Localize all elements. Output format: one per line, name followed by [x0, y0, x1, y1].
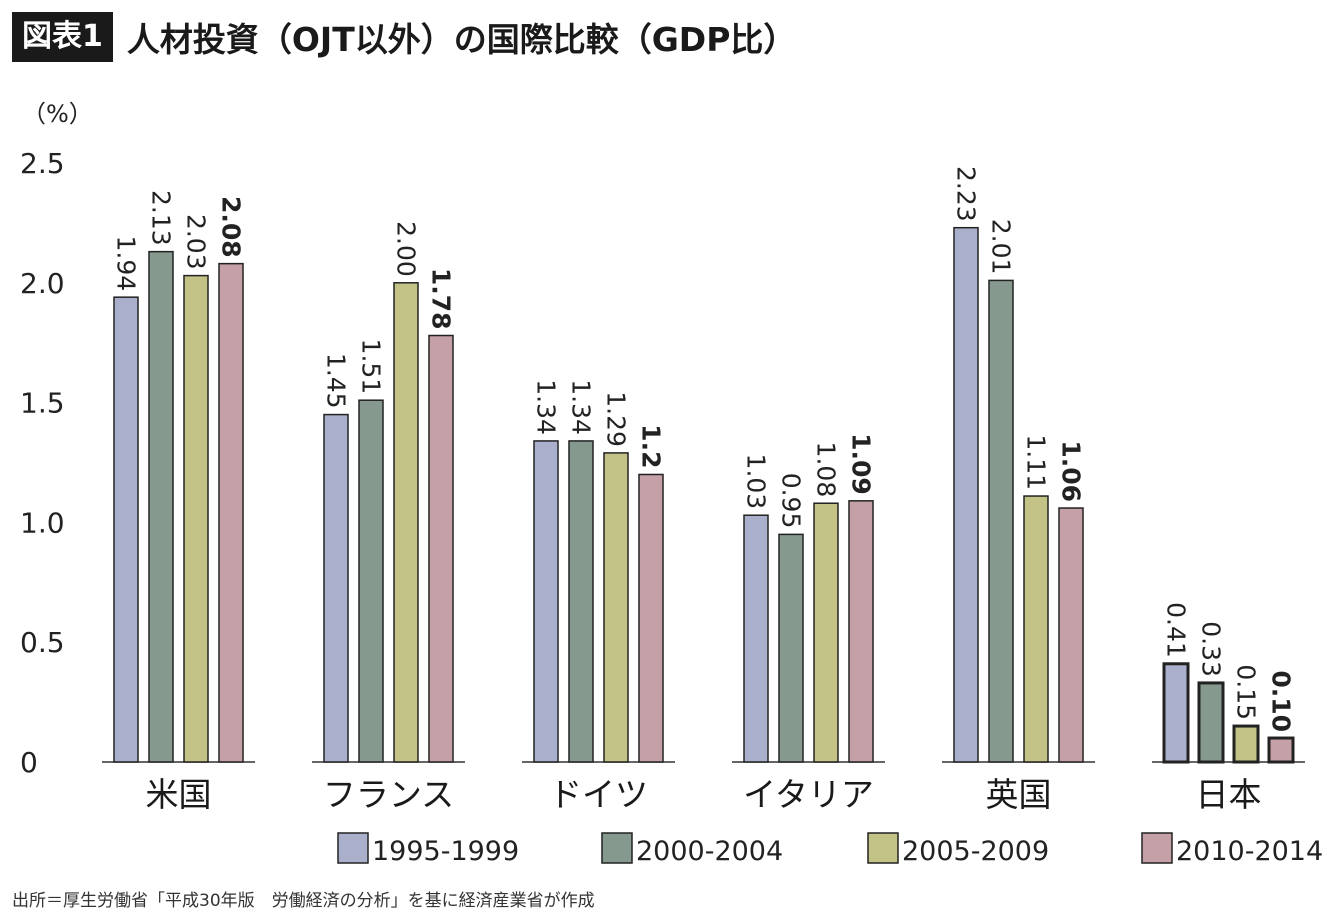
legend-label: 2000-2004	[636, 836, 783, 867]
bar	[323, 413, 349, 763]
bar	[1058, 507, 1084, 763]
bar	[603, 452, 629, 763]
category-label: ドイツ	[549, 775, 648, 814]
y-tick-label: 1.5	[20, 387, 65, 420]
data-label: 1.08	[812, 442, 841, 498]
data-label: 0.33	[1197, 621, 1226, 677]
bar	[638, 473, 664, 763]
chart-title: 人材投資（OJT以外）の国際比較（GDP比）	[126, 20, 797, 59]
category-label: 米国	[146, 775, 212, 814]
bar	[1197, 681, 1225, 764]
legend-swatch	[1141, 832, 1173, 864]
y-tick-label: 1.0	[20, 506, 65, 539]
bar	[988, 279, 1014, 763]
bar	[1232, 724, 1260, 764]
data-label: 1.29	[602, 391, 631, 447]
data-label: 0.41	[1162, 602, 1191, 658]
bar	[358, 399, 384, 763]
data-label: 1.06	[1057, 440, 1086, 502]
data-label: 1.34	[532, 379, 561, 435]
legend-swatch	[867, 832, 899, 864]
data-label: 2.01	[987, 219, 1016, 275]
bar	[778, 533, 804, 763]
data-label: 1.2	[637, 424, 666, 468]
legend-label: 1995-1999	[372, 836, 519, 867]
y-axis-unit-label: （%）	[22, 100, 93, 128]
figure-badge: 図表1	[12, 12, 113, 62]
bar	[568, 440, 594, 763]
y-tick-label: 0	[20, 746, 38, 779]
data-label: 1.45	[322, 353, 351, 409]
bar	[218, 262, 244, 763]
chart-header: 図表1 人材投資（OJT以外）の国際比較（GDP比）	[12, 12, 796, 62]
legend-swatch	[601, 832, 633, 864]
bar	[1162, 662, 1190, 764]
category-label: フランス	[323, 775, 454, 814]
data-label: 2.08	[217, 196, 246, 258]
data-label: 2.03	[182, 214, 211, 270]
y-tick-label: 2.5	[20, 147, 65, 180]
source-note: 出所＝厚生労働省「平成30年版 労働経済の分析」を基に経済産業省が作成	[12, 891, 595, 911]
data-label: 0.10	[1267, 670, 1296, 732]
y-tick-label: 2.0	[20, 267, 65, 300]
legend-swatch	[337, 832, 369, 864]
data-label: 2.00	[392, 221, 421, 277]
bar	[533, 440, 559, 763]
data-label: 1.11	[1022, 434, 1051, 490]
bar	[1267, 736, 1295, 764]
bar	[183, 274, 209, 763]
bar	[813, 502, 839, 763]
category-label: 日本	[1196, 775, 1262, 814]
data-label: 2.13	[147, 190, 176, 246]
data-label: 2.23	[952, 166, 981, 222]
y-tick-label: 0.5	[20, 626, 65, 659]
bar	[393, 282, 419, 763]
bar	[428, 334, 454, 763]
data-label: 1.94	[112, 236, 141, 292]
legend-label: 2005-2009	[902, 836, 1049, 867]
data-label: 1.78	[427, 268, 456, 330]
data-label: 1.51	[357, 339, 386, 395]
data-label: 1.03	[742, 454, 771, 510]
category-label: イタリア	[743, 775, 874, 814]
legend-label: 2010-2014	[1176, 836, 1323, 867]
data-label: 0.15	[1232, 664, 1261, 720]
data-label: 1.34	[567, 379, 596, 435]
category-label: 英国	[986, 775, 1052, 814]
bar	[148, 250, 174, 763]
bar	[113, 296, 139, 763]
bar	[743, 514, 769, 763]
bar	[848, 500, 874, 763]
data-label: 1.09	[847, 433, 876, 495]
bar	[1023, 495, 1049, 763]
data-label: 0.95	[777, 473, 806, 529]
bar	[953, 226, 979, 763]
